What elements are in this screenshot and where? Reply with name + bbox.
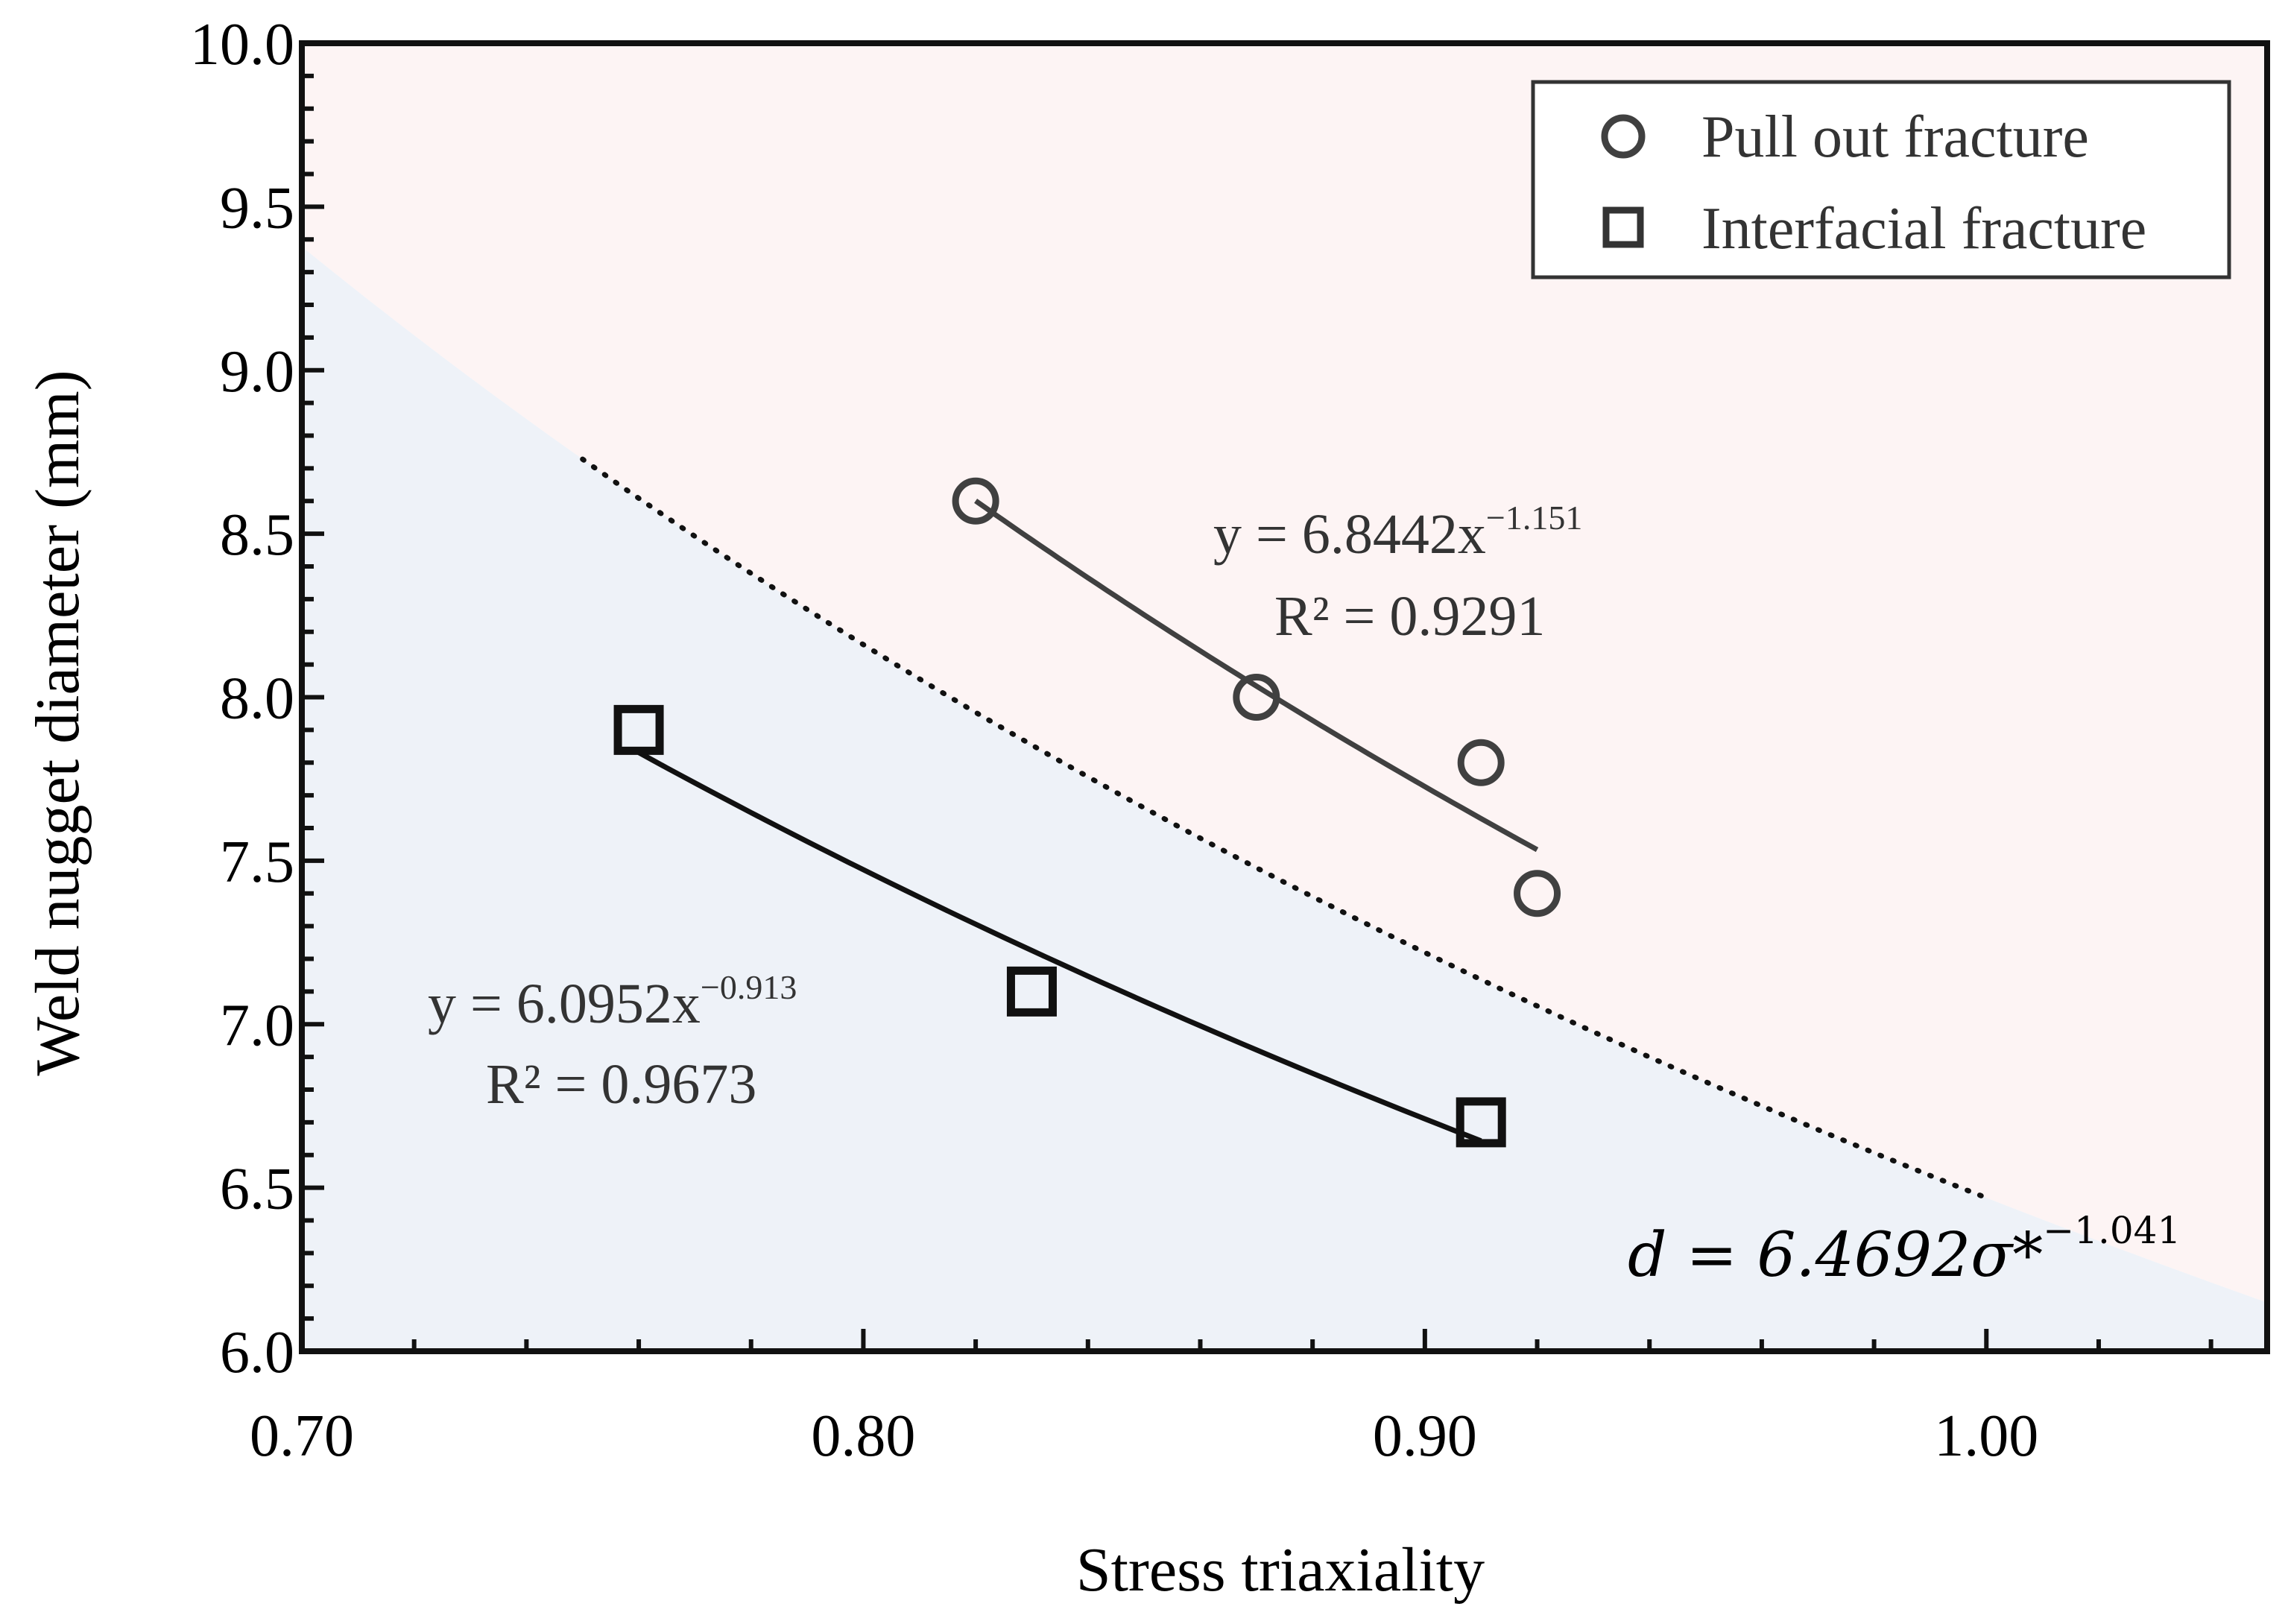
- pull-out-point: [952, 477, 999, 525]
- pull-out-region: [302, 43, 2267, 1303]
- interfacial-fit-line: [637, 750, 1482, 1144]
- interfacial-fit-equation: y = 6.0952x−0.913: [428, 968, 797, 1035]
- pull-out-fit-r2: R² = 0.9291: [1274, 585, 1545, 648]
- legend-square-icon: [1602, 206, 1644, 248]
- x-tick-label: 0.90: [1373, 1403, 1477, 1469]
- y-tick-label: 10.0: [190, 12, 294, 78]
- interfacial-fit-equation-main: y = 6.0952x: [428, 973, 701, 1035]
- plot-frame: [299, 40, 2270, 1354]
- x-tick-label: 0.80: [811, 1403, 915, 1469]
- pull-out-fit-equation: y = 6.8442x−1.151: [1213, 499, 1582, 566]
- y-tick-label: 6.0: [220, 1320, 294, 1386]
- legend-label-interfacial: Interfacial fracture: [1701, 196, 2146, 262]
- interfacial-region: [302, 247, 2267, 1351]
- pull-out-point: [1457, 739, 1505, 786]
- y-axis-title: Weld nugget diameter (mm): [23, 370, 92, 1075]
- y-tick-label: 8.0: [220, 666, 294, 732]
- pull-out-point: [1514, 870, 1561, 917]
- interfacial-point: [613, 704, 664, 755]
- legend-circle-icon: [1601, 114, 1646, 159]
- legend-label-pull-out: Pull out fracture: [1701, 104, 2089, 170]
- data-markers: [613, 477, 1561, 1148]
- x-tick-label: 0.70: [250, 1403, 354, 1469]
- x-axis-title: Stress triaxiality: [1076, 1535, 1485, 1605]
- legend-box: [1531, 80, 2231, 279]
- y-tick-label: 8.5: [220, 502, 294, 568]
- legend: Pull out fracture Interfacial fracture: [1531, 80, 2231, 279]
- pull-out-fit-exponent: −1.151: [1486, 499, 1582, 537]
- boundary-equation-exponent: −1.041: [2043, 1209, 2181, 1252]
- boundary-equation-main: d = 6.4692σ*: [1628, 1220, 2043, 1291]
- y-tick-label: 7.5: [220, 830, 294, 895]
- y-tick-label: 9.5: [220, 175, 294, 241]
- y-tick-label: 9.0: [220, 339, 294, 405]
- y-tick-label: 7.0: [220, 993, 294, 1058]
- boundary-equation: d = 6.4692σ*−1.041: [1628, 1209, 2181, 1291]
- tick-labels: 0.70 0.80 0.90 1.00 6.0 6.5 7.0 7.5 8.0 8.5 9.0 9.5…: [190, 12, 2038, 1469]
- pull-out-fit-equation-main: y = 6.8442x: [1213, 503, 1486, 566]
- interfacial-point: [1006, 966, 1057, 1017]
- interfacial-fit-r2: R² = 0.9673: [486, 1053, 756, 1116]
- y-tick-label: 6.5: [220, 1157, 294, 1222]
- x-tick-label: 1.00: [1934, 1403, 2038, 1469]
- pull-out-fit-line: [974, 499, 1539, 853]
- pull-out-point: [1233, 674, 1280, 721]
- interfacial-fit-exponent: −0.913: [701, 968, 797, 1006]
- boundary-curve: [580, 456, 1989, 1201]
- interfacial-point: [1456, 1097, 1506, 1148]
